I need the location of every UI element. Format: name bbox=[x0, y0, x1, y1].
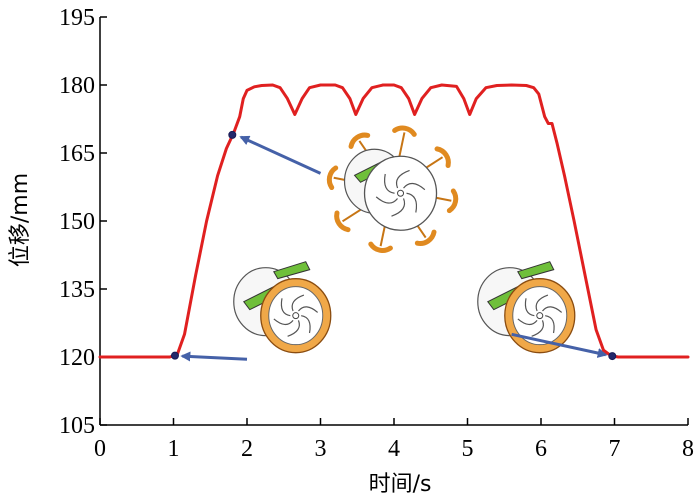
mechanism-illustrations bbox=[233, 125, 576, 354]
wheel-spoke bbox=[542, 306, 563, 313]
wheel-hub bbox=[536, 312, 544, 320]
wheel-compact-illustration bbox=[233, 261, 332, 354]
wheel-spoke bbox=[391, 198, 406, 217]
data-point-marker bbox=[170, 351, 179, 360]
annotation-arrow bbox=[511, 332, 608, 358]
paddle-blade bbox=[434, 146, 451, 169]
wheel-spoke bbox=[535, 294, 549, 312]
x-tick-label: 2 bbox=[241, 436, 253, 462]
y-tick-label: 180 bbox=[59, 73, 95, 99]
paddle-blade bbox=[446, 188, 459, 214]
wheel-spoke bbox=[395, 169, 410, 189]
wheel-spoke bbox=[291, 294, 305, 312]
wheel-spoke bbox=[531, 320, 544, 337]
wheel-spoke bbox=[273, 318, 294, 326]
y-tick-label: 105 bbox=[59, 413, 95, 439]
wheel-compact-illustration bbox=[477, 261, 576, 354]
y-tick-label: 165 bbox=[59, 141, 95, 167]
annotation-arrow bbox=[239, 135, 322, 175]
wheel-spoke bbox=[297, 306, 319, 313]
wheel-spoke bbox=[524, 298, 535, 317]
paddle-blade bbox=[414, 229, 437, 246]
data-point-marker bbox=[608, 352, 617, 361]
wheel-spoke bbox=[301, 315, 311, 334]
paddle-blade bbox=[368, 241, 393, 253]
x-tick-label: 1 bbox=[168, 436, 180, 462]
annotation-arrows bbox=[180, 135, 608, 362]
x-axis-label: 时间/s bbox=[369, 472, 432, 497]
y-tick-label: 195 bbox=[59, 5, 95, 31]
wheel-spoke bbox=[384, 173, 395, 194]
x-tick-label: 3 bbox=[315, 436, 327, 462]
wheel-spoke bbox=[403, 182, 426, 191]
paddle-blade bbox=[326, 165, 339, 191]
x-tick-label: 5 bbox=[462, 436, 474, 462]
linkage-arm bbox=[517, 261, 555, 280]
y-tick-label: 150 bbox=[59, 209, 95, 235]
paddle-blade bbox=[392, 125, 417, 137]
x-tick-label: 6 bbox=[535, 436, 547, 462]
wheel-hub bbox=[397, 189, 405, 197]
axes: 0 1 2 3 4 5 6 7 8 105 120 135 150 165 180 195 bbox=[59, 5, 694, 462]
x-tick-label: 7 bbox=[609, 436, 621, 462]
x-tick-label: 4 bbox=[388, 436, 400, 462]
paddle-blade bbox=[334, 210, 351, 233]
wheel-spoke bbox=[280, 298, 291, 317]
series-group bbox=[98, 83, 690, 359]
annotation-arrow bbox=[180, 351, 248, 362]
wheel-spoke bbox=[375, 196, 398, 204]
data-point-marker bbox=[228, 130, 237, 139]
paddle-blade bbox=[348, 132, 371, 149]
displacement-line bbox=[98, 83, 690, 359]
y-tick-label: 135 bbox=[59, 277, 95, 303]
x-tick-label: 8 bbox=[682, 436, 694, 462]
marker-group bbox=[170, 130, 617, 361]
x-tick-label: 0 bbox=[94, 436, 106, 462]
wheel-spoke bbox=[517, 318, 538, 326]
y-axis-label: 位移/mm bbox=[8, 173, 33, 267]
wheel-spoke bbox=[545, 315, 555, 334]
wheel-hub bbox=[292, 312, 300, 320]
wheel-spoke bbox=[406, 192, 418, 213]
wheel-deployed-illustration bbox=[326, 125, 459, 253]
wheel-spoke bbox=[287, 320, 300, 337]
y-tick-label: 120 bbox=[59, 345, 95, 371]
linkage-arm bbox=[273, 261, 311, 280]
